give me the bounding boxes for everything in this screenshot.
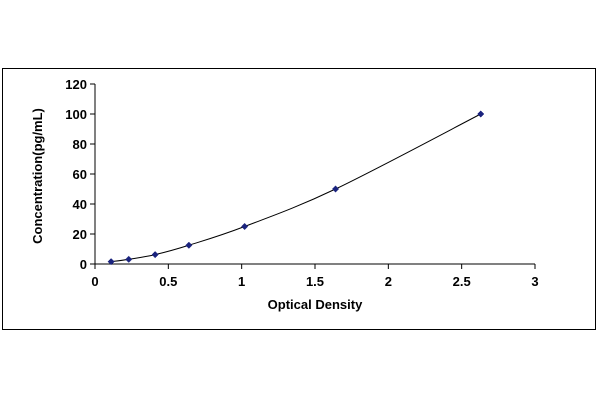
y-tick-label: 60 bbox=[73, 167, 87, 182]
x-tick-label: 3 bbox=[531, 274, 538, 289]
x-tick-label: 1 bbox=[238, 274, 245, 289]
data-point bbox=[185, 241, 193, 249]
x-axis-title: Optical Density bbox=[268, 297, 363, 312]
y-tick-label: 100 bbox=[65, 107, 87, 122]
data-point bbox=[241, 222, 249, 231]
y-axis-title: Concentration(pg/mL) bbox=[30, 108, 45, 244]
axes bbox=[94, 84, 535, 265]
y-ticks: 0 20 40 60 80 100 120 bbox=[65, 77, 95, 272]
data-point bbox=[477, 110, 485, 118]
chart-frame bbox=[2, 68, 596, 330]
data-point bbox=[151, 251, 159, 259]
trend-line bbox=[111, 113, 481, 263]
x-tick-label: 2.5 bbox=[453, 274, 471, 289]
data-point bbox=[331, 185, 340, 193]
data-point bbox=[107, 258, 115, 266]
y-tick-label: 80 bbox=[73, 137, 87, 152]
x-tick-label: 2 bbox=[385, 274, 392, 289]
x-tick-label: 1.5 bbox=[306, 274, 324, 289]
y-tick-label: 40 bbox=[73, 197, 87, 212]
y-tick-label: 120 bbox=[65, 77, 87, 92]
y-tick-label: 20 bbox=[73, 227, 87, 242]
x-tick-label: 0.5 bbox=[159, 274, 177, 289]
x-ticks: 0 0.5 1 1.5 2 2.5 3 bbox=[91, 264, 539, 289]
x-tick-label: 0 bbox=[91, 274, 98, 289]
y-tick-label: 0 bbox=[80, 257, 87, 272]
data-points bbox=[107, 110, 485, 266]
data-point bbox=[125, 255, 133, 263]
